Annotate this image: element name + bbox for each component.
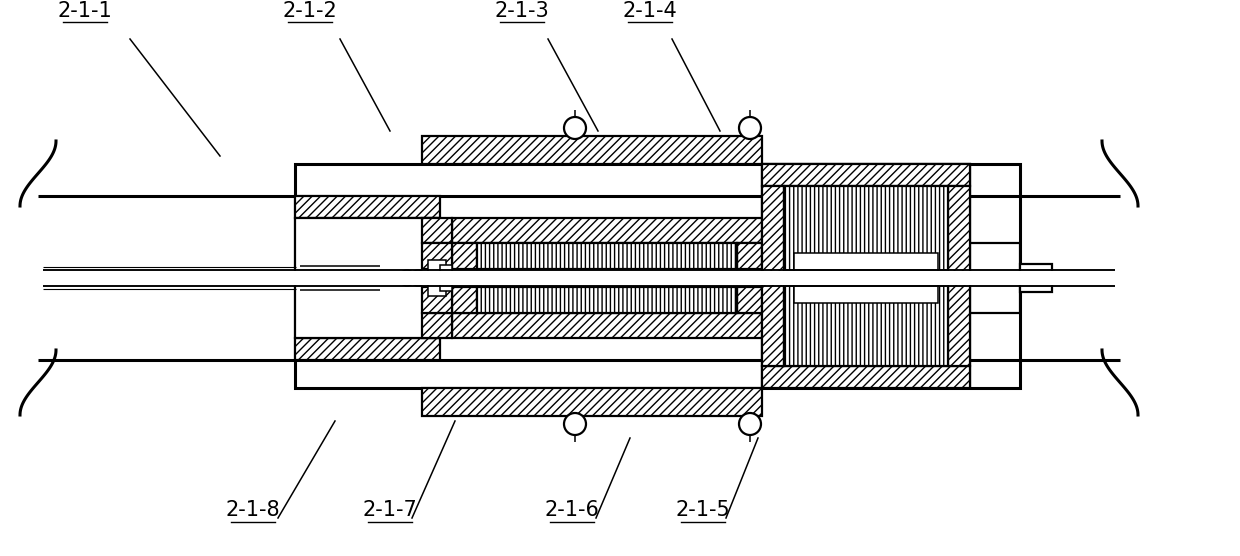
Circle shape [739,413,761,435]
Text: 2-1-6: 2-1-6 [544,500,599,520]
Bar [453,218,763,243]
Bar [422,388,763,416]
Circle shape [410,270,427,286]
Bar [784,186,949,366]
Text: 2-1-4: 2-1-4 [622,1,677,21]
Circle shape [564,413,587,435]
Bar [763,164,970,186]
Bar [422,136,763,164]
Bar [477,287,737,313]
Circle shape [739,117,761,139]
Bar [453,313,763,338]
Bar [295,338,440,360]
Bar [43,271,1115,285]
Bar [949,186,970,366]
Bar [453,287,477,313]
Bar [422,243,453,269]
Text: 2-1-2: 2-1-2 [283,1,337,21]
Bar [453,243,477,269]
Bar [298,198,1018,358]
Bar [428,260,446,296]
Bar [295,196,440,218]
Text: 2-1-5: 2-1-5 [676,500,730,520]
Bar [422,313,453,338]
Bar [1021,264,1052,292]
Text: 2-1-3: 2-1-3 [495,1,549,21]
Bar [737,287,763,313]
Bar [794,253,937,303]
Text: 2-1-8: 2-1-8 [226,500,280,520]
Bar [422,287,453,313]
Bar [298,196,1018,360]
Circle shape [564,117,587,139]
Bar [737,243,763,269]
Circle shape [399,270,415,286]
Text: 2-1-7: 2-1-7 [362,500,418,520]
Bar [477,243,737,269]
Bar [763,164,970,388]
Text: 2-1-1: 2-1-1 [57,1,113,21]
Bar [422,218,453,243]
Bar [440,265,453,291]
Bar [970,243,1021,313]
Bar [763,186,784,366]
Bar [295,164,1021,196]
Bar [763,366,970,388]
Bar [784,270,949,286]
Bar [295,360,1021,388]
Bar [295,218,440,338]
